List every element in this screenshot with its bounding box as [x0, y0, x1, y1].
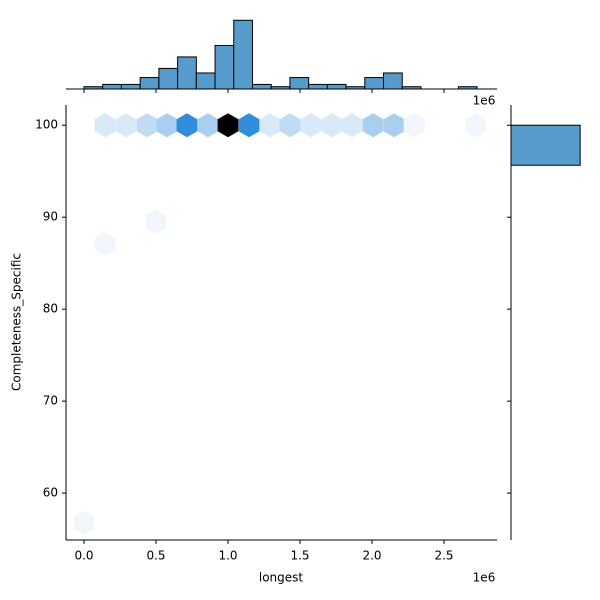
- histogram-bar: [326, 83, 347, 90]
- histogram-bar: [102, 83, 122, 90]
- x-offset-text: 1e6: [473, 571, 496, 585]
- hexbin-cell: [176, 113, 198, 138]
- y-tick-label: 100: [35, 118, 58, 132]
- hexbin-cell: [145, 209, 167, 234]
- x-axis-label: longest: [259, 571, 304, 585]
- hexbin-cell: [217, 113, 239, 138]
- hexbin-cell: [341, 113, 363, 138]
- x-tick-label: 1.0: [218, 549, 237, 563]
- histogram-bar: [233, 19, 253, 90]
- hexbin-cell: [197, 113, 219, 138]
- histogram-bar: [308, 83, 328, 90]
- hexbin-cell: [73, 510, 95, 535]
- y-tick-label: 60: [43, 486, 58, 500]
- hexbin-cell: [362, 113, 384, 138]
- hexbin-cell: [383, 113, 405, 138]
- histogram-bar: [289, 77, 310, 90]
- histogram-bar: [510, 124, 581, 166]
- x-tick-label: 1.5: [290, 549, 309, 563]
- histogram-bar: [120, 83, 141, 90]
- histogram-bar: [177, 56, 197, 90]
- hexbin-cell: [94, 113, 116, 138]
- hexbin-cell: [259, 113, 281, 138]
- y-tick-label: 90: [43, 210, 58, 224]
- hexbin-cell: [115, 113, 137, 138]
- histogram-bar: [139, 77, 160, 90]
- hexbin-cell: [279, 113, 301, 138]
- hexbin-cell: [465, 113, 487, 138]
- hexbin-cell: [403, 113, 425, 138]
- hexbin-cell: [136, 113, 158, 138]
- x-tick-label: 2.0: [362, 549, 381, 563]
- histogram-bar: [251, 83, 272, 90]
- y-axis-label: Completeness_Specific: [10, 253, 24, 391]
- hexbin-cell: [94, 231, 116, 256]
- x-tick-label: 2.5: [434, 549, 453, 563]
- hexbin-cell: [300, 113, 322, 138]
- histogram-bar: [214, 44, 235, 90]
- histogram-bar: [158, 67, 179, 90]
- histogram-bar: [383, 72, 403, 90]
- x-tick-label: 0.0: [74, 549, 93, 563]
- hexbin-cell: [238, 113, 260, 138]
- x-tick-label: 0.5: [146, 549, 165, 563]
- y-tick-label: 70: [43, 394, 58, 408]
- histogram-bar: [195, 72, 216, 90]
- y-tick-label: 80: [43, 302, 58, 316]
- hexbin-cell: [321, 113, 343, 138]
- histogram-bar: [364, 77, 385, 90]
- x-offset-text: 1e6: [473, 94, 496, 108]
- hexbin-cell: [156, 113, 178, 138]
